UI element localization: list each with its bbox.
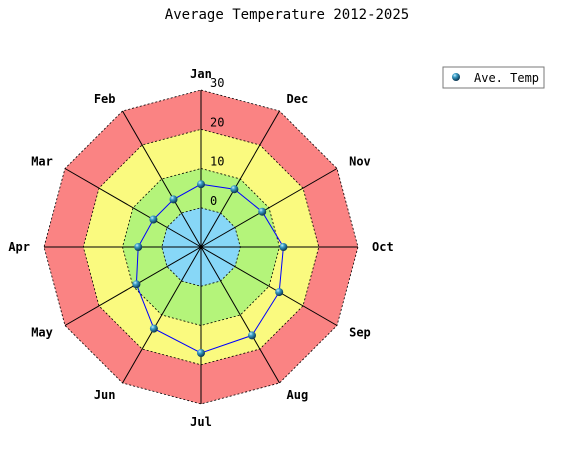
data-point — [279, 243, 288, 251]
category-label: Jan — [190, 67, 212, 81]
legend-series-label: Ave. Temp — [474, 71, 539, 85]
category-label: Dec — [287, 92, 309, 106]
category-label: Apr — [8, 240, 30, 254]
category-label: Mar — [31, 155, 53, 169]
data-point — [258, 207, 267, 216]
legend-box — [442, 66, 545, 89]
radial-tick-labels: 0 10 20 30 — [210, 76, 224, 208]
data-point — [197, 349, 205, 357]
category-labels: Jan Dec Nov Oct Sep Aug Jul Jun May Apr Mar Feb — [8, 67, 393, 429]
grid-spoke — [200, 246, 280, 384]
grid-spoke — [122, 110, 202, 248]
grid-spoke — [200, 168, 338, 248]
data-point — [132, 280, 141, 289]
data-point — [149, 324, 158, 333]
category-label: Feb — [94, 92, 116, 106]
grid-spoke — [200, 110, 280, 248]
grid-spoke — [200, 246, 338, 326]
category-label: Jul — [190, 415, 212, 429]
category-label: Jun — [94, 388, 116, 402]
series-layer — [132, 180, 288, 357]
radial-tick-label: 10 — [210, 155, 224, 169]
category-label: Aug — [287, 388, 309, 402]
data-point — [230, 185, 239, 194]
data-point — [134, 243, 143, 251]
legend: Ave. Temp — [442, 66, 545, 89]
grid-spoke — [64, 168, 202, 248]
radial-tick-label: 20 — [210, 115, 224, 129]
radial-tick-label: 30 — [210, 76, 224, 90]
data-point — [169, 195, 178, 204]
data-point — [149, 215, 158, 224]
data-point — [275, 288, 284, 297]
category-label: Oct — [372, 240, 394, 254]
chart-title: Average Temperature 2012-2025 — [165, 7, 409, 23]
category-label: May — [31, 326, 53, 340]
grid-spoke — [122, 246, 202, 384]
legend-marker — [452, 73, 460, 81]
data-point — [197, 180, 205, 189]
radial-tick-label: 0 — [210, 194, 217, 208]
category-label: Sep — [349, 326, 371, 340]
data-point — [248, 331, 256, 340]
category-label: Nov — [349, 155, 371, 169]
